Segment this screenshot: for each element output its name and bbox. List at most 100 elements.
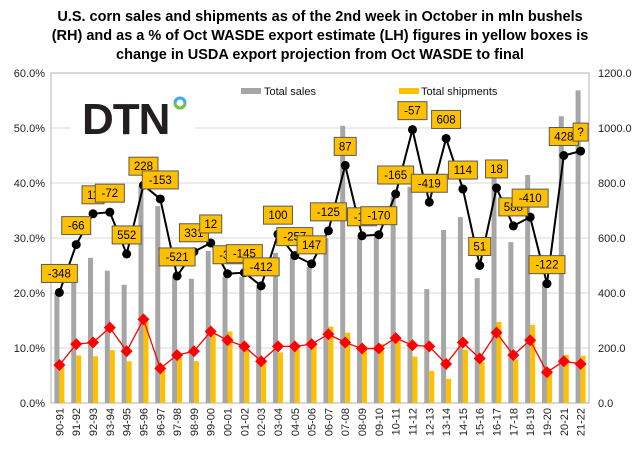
data-label: -521 — [166, 252, 189, 264]
sales-bar — [373, 232, 379, 403]
data-label: 18 — [490, 164, 503, 176]
sales-pct-marker — [441, 133, 451, 143]
data-label-box — [199, 214, 223, 234]
shipments-pct-marker — [154, 362, 167, 375]
shipments-bar — [93, 356, 99, 403]
sales-bar — [239, 276, 245, 403]
data-label: 51 — [473, 242, 486, 254]
data-label: 228 — [134, 161, 153, 173]
logo-ring-green-icon — [173, 102, 187, 110]
shipments-pct-marker — [53, 359, 66, 372]
x-axis-tick: 21-22 — [576, 408, 588, 436]
sales-bar — [508, 242, 514, 403]
data-label: 100 — [268, 210, 287, 222]
sales-pct-marker — [323, 226, 333, 236]
sales-pct-marker — [407, 125, 417, 135]
sales-pct-marker — [492, 183, 502, 193]
shipments-pct-marker — [305, 338, 318, 351]
shipments-bar — [109, 350, 115, 403]
x-axis-tick: 15-16 — [475, 408, 487, 436]
shipments-pct-marker — [574, 357, 587, 370]
shipments-bar — [328, 326, 334, 403]
shipments-pct-marker — [490, 326, 503, 339]
sales-bar — [441, 230, 447, 403]
right-axis-tick: 600.0 — [598, 233, 626, 245]
plot-frame — [50, 72, 590, 404]
shipments-bar — [546, 373, 552, 403]
sales-pct-marker — [374, 230, 384, 240]
shipments-pct-marker — [171, 349, 184, 362]
x-axis-tick: 91-92 — [71, 408, 83, 436]
x-axis-tick: 05-06 — [307, 408, 319, 436]
shipments-pct-marker — [103, 321, 116, 334]
shipments-pct-marker — [372, 342, 385, 355]
sales-pct-marker — [340, 160, 350, 170]
shipments-bar — [311, 344, 317, 403]
shipments-pct-marker — [288, 340, 301, 353]
x-axis-tick: 90-91 — [54, 408, 66, 436]
sales-pct-marker — [424, 197, 434, 207]
sales-pct-marker — [54, 287, 64, 297]
data-label-box — [333, 136, 357, 156]
data-label-box — [397, 101, 428, 121]
shipments-bar — [530, 324, 536, 403]
shipments-pct-marker — [137, 313, 150, 326]
sales-bar — [138, 185, 144, 403]
shipments-bar — [143, 321, 149, 403]
shipments-pct-marker — [204, 325, 217, 338]
data-label-box — [296, 235, 327, 255]
x-axis-tick: 20-21 — [559, 408, 571, 436]
sales-bar — [155, 206, 161, 403]
sales-bar — [323, 238, 329, 403]
shipments-pct-marker — [423, 340, 436, 353]
sales-bar — [54, 293, 60, 403]
legend-label-total-sales: Total sales — [264, 86, 316, 98]
shipments-bar — [479, 362, 485, 403]
sales-bar — [289, 257, 295, 403]
x-axis-tick: 03-04 — [273, 408, 285, 436]
shipments-pct-marker — [524, 334, 537, 347]
shipments-pct-marker — [356, 342, 369, 355]
left-axis-tick: 10.0% — [14, 343, 45, 355]
left-axis-tick: 40.0% — [14, 178, 45, 190]
shipments-bar — [395, 341, 401, 403]
sales-bar — [407, 186, 413, 403]
data-label: ? — [577, 127, 583, 139]
shipments-pct-marker — [238, 340, 251, 353]
shipments-bar — [345, 332, 351, 403]
shipments-bar — [59, 367, 65, 403]
shipments-pct-marker — [540, 366, 553, 379]
sales-bar — [88, 257, 94, 403]
shipments-bar — [177, 357, 183, 403]
sales-pct-marker — [256, 281, 266, 291]
x-axis-tick: 11-12 — [407, 408, 419, 435]
sales-bar — [474, 278, 480, 403]
shipments-bar — [210, 334, 216, 403]
shipments-bar — [277, 352, 283, 403]
x-axis-tick: 16-17 — [492, 408, 504, 436]
x-axis-tick: 06-07 — [323, 408, 335, 436]
data-label-box — [431, 109, 462, 129]
shipments-bar — [227, 331, 233, 403]
sales-bar — [457, 217, 463, 403]
shipments-bar — [462, 349, 468, 403]
shipments-pct-marker — [456, 336, 469, 349]
legend-swatch-total-shipments — [399, 88, 419, 94]
shipments-pct-marker — [406, 339, 419, 352]
x-axis-tick: 09-10 — [374, 408, 386, 436]
x-axis-tick: 10-11 — [391, 408, 403, 435]
shipments-pct-marker — [70, 338, 83, 351]
shipments-bar — [513, 359, 519, 403]
sales-bar — [525, 175, 531, 403]
right-axis-tick: 1200.0 — [598, 68, 632, 80]
data-label-box — [468, 237, 492, 256]
data-label-box — [410, 173, 448, 193]
shipments-pct-marker — [120, 345, 133, 358]
shipments-pct-marker — [87, 336, 100, 349]
data-label-box — [511, 188, 549, 208]
data-label-box — [360, 206, 398, 226]
shipments-pct-marker — [557, 355, 570, 368]
shipments-pct-marker — [473, 352, 486, 365]
x-axis-tick: 01-02 — [239, 408, 251, 436]
